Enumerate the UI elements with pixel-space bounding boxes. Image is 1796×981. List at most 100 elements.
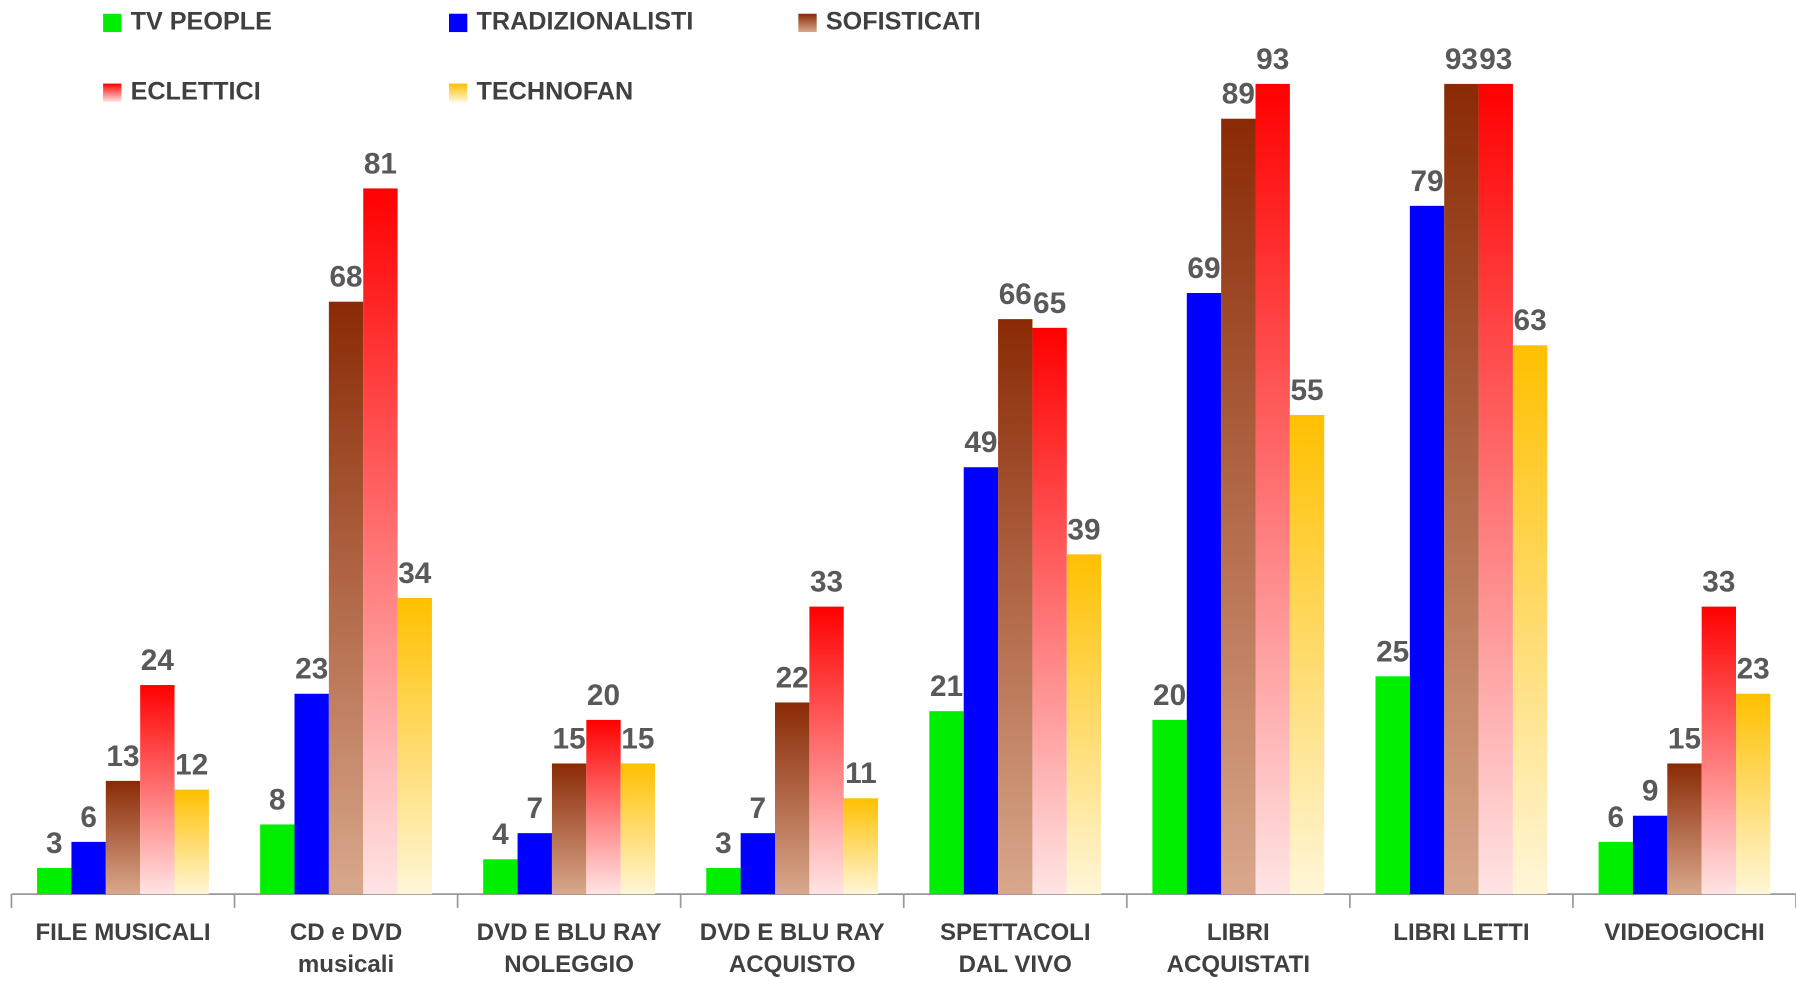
x-tick-label: FILE MUSICALI: [35, 919, 211, 946]
bar: [620, 763, 656, 895]
value-label: 7: [526, 792, 543, 825]
x-tick-label: LIBRI ACQUISTATI: [1166, 919, 1311, 978]
x-tick-label: VIDEOGIOCHI: [1604, 919, 1765, 946]
bar: [1152, 719, 1187, 895]
legend-label: SOFISTICATI: [826, 8, 981, 36]
x-tick-label: DVD E BLU RAY NOLEGGIO: [476, 919, 662, 978]
value-label: 3: [715, 827, 732, 860]
value-label: 79: [1410, 165, 1443, 198]
value-label: 24: [141, 644, 175, 677]
bar: [1221, 118, 1256, 895]
value-label: 6: [1607, 801, 1624, 834]
x-tick-label: CD e DVD musicali: [289, 919, 403, 978]
value-label: 9: [1642, 775, 1659, 808]
legend-swatch: [449, 83, 468, 102]
value-label: 66: [999, 278, 1032, 311]
value-label: 69: [1187, 252, 1220, 285]
legend-label: ECLETTICI: [131, 77, 261, 105]
bar: [1186, 292, 1222, 895]
x-tick-label: DVD E BLU RAY ACQUISTO: [699, 919, 885, 978]
bar: [397, 597, 432, 895]
bar: [1632, 815, 1668, 895]
value-label: 89: [1222, 78, 1255, 111]
bar: [1478, 83, 1513, 895]
value-label: 7: [750, 792, 767, 825]
bar: [1032, 327, 1067, 895]
bar: [140, 685, 175, 895]
legend-swatch: [798, 13, 817, 33]
value-label: 20: [587, 679, 620, 712]
bar: [809, 606, 844, 895]
bar: [483, 859, 518, 895]
bar: [328, 301, 364, 895]
bar: [929, 711, 964, 895]
legend-swatch: [103, 83, 122, 102]
bar: [1255, 83, 1290, 895]
bar: [1375, 676, 1410, 895]
legend-swatch: [103, 13, 122, 33]
bar: [551, 763, 587, 895]
legend-label: TRADIZIONALISTI: [476, 8, 693, 36]
bar: [1701, 606, 1737, 895]
bar: [1066, 554, 1102, 895]
bar: [963, 467, 999, 895]
value-label: 81: [364, 147, 397, 180]
bar: [260, 824, 295, 895]
bar: [1289, 414, 1325, 895]
value-label: 21: [930, 670, 963, 703]
value-label: 4: [492, 818, 509, 851]
value-label: 39: [1067, 513, 1100, 546]
bar: [37, 867, 72, 895]
bar: [71, 841, 106, 895]
value-label: 65: [1033, 287, 1066, 320]
bar: [105, 780, 141, 895]
value-label: 23: [1737, 653, 1770, 686]
bar: [174, 789, 209, 895]
value-label: 15: [621, 722, 654, 755]
value-label: 11: [845, 757, 876, 790]
bar: [998, 319, 1033, 895]
value-label: 49: [964, 426, 997, 459]
bar: [1444, 83, 1479, 895]
bar: [363, 188, 398, 895]
value-label: 33: [1702, 566, 1735, 599]
bar: [294, 693, 329, 895]
bar: [1409, 205, 1445, 895]
value-label: 15: [553, 722, 586, 755]
value-label: 33: [810, 566, 843, 599]
value-label: 93: [1445, 43, 1478, 76]
value-label: 22: [776, 661, 809, 694]
value-label: 20: [1153, 679, 1186, 712]
bar: [740, 833, 776, 895]
bar: [1667, 763, 1702, 895]
bar: [517, 833, 552, 895]
value-label: 25: [1376, 635, 1409, 668]
value-label: 3: [46, 827, 63, 860]
x-tick-label: LIBRI LETTI: [1393, 919, 1530, 946]
bar: [1598, 841, 1633, 895]
value-label: 93: [1256, 43, 1289, 76]
value-label: 68: [329, 261, 362, 294]
bar: [1736, 693, 1771, 895]
value-label: 13: [106, 740, 139, 773]
legend-swatch: [449, 13, 468, 33]
legend-label: TV PEOPLE: [131, 8, 272, 36]
bar: [706, 867, 741, 895]
bar: [586, 719, 621, 895]
bar: [775, 702, 810, 895]
value-label: 34: [398, 557, 432, 590]
value-label: 55: [1290, 374, 1323, 407]
value-label: 93: [1479, 43, 1512, 76]
value-label: 23: [295, 653, 328, 686]
bar: [1512, 345, 1548, 895]
value-label: 63: [1514, 304, 1547, 337]
value-label: 6: [80, 801, 97, 834]
value-label: 12: [175, 749, 208, 782]
value-label: 15: [1668, 722, 1701, 755]
value-label: 8: [269, 783, 286, 816]
x-tick-label: SPETTACOLI DAL VIVO: [939, 919, 1091, 978]
bar: [843, 798, 879, 895]
legend-label: TECHNOFAN: [476, 77, 633, 105]
